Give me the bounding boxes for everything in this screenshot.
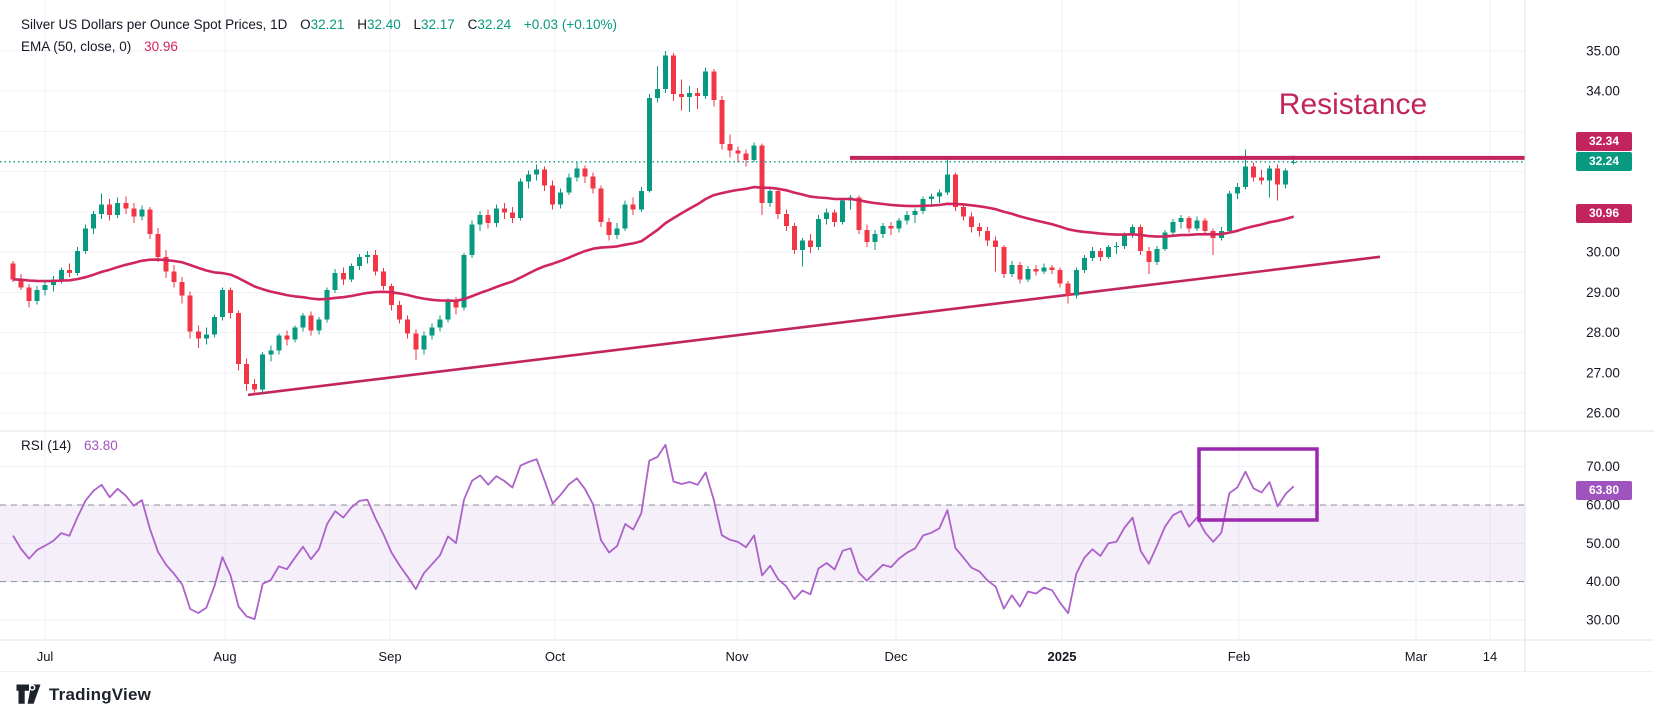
tradingview-logo-icon[interactable]	[16, 684, 41, 705]
price-axis-label: 26.00	[1586, 406, 1620, 421]
close-value: 32.24	[477, 17, 512, 32]
symbol-title: Silver US Dollars per Ounce Spot Prices,…	[21, 17, 288, 32]
low-label: L	[413, 17, 422, 32]
price-chart-canvas[interactable]: 35.00 34.00 30.00 29.00 28.00 27.00 26.00 70.00…	[0, 0, 1654, 672]
rsi-legend-row[interactable]: RSI (14) 63.80	[21, 438, 118, 453]
time-axis-label: Jul	[37, 649, 54, 664]
time-axis-label: Sep	[378, 649, 401, 664]
rsi-value-badge: 63.80	[1576, 481, 1632, 500]
high-label: H	[357, 17, 367, 32]
open-value: 32.21	[310, 17, 345, 32]
rsi-axis-label: 70.00	[1586, 459, 1620, 474]
price-axis-label: 30.00	[1586, 245, 1620, 260]
candlesticks[interactable]	[10, 51, 1297, 395]
ema-label: EMA (50, close, 0)	[21, 39, 132, 54]
ema-price-badge: 30.96	[1576, 204, 1632, 223]
rsi-highlight-box[interactable]	[1197, 447, 1319, 522]
low-value: 32.17	[421, 17, 455, 32]
time-axis-label: 2025	[1048, 649, 1077, 664]
price-axis-label: 35.00	[1586, 43, 1620, 58]
ema-legend-row[interactable]: EMA (50, close, 0) 30.96	[21, 36, 617, 58]
time-axis-label: Mar	[1405, 649, 1428, 664]
time-axis-label: Feb	[1228, 649, 1250, 664]
rsi-line[interactable]	[12, 443, 1295, 620]
ema-value: 30.96	[144, 39, 178, 54]
pane-separators[interactable]	[0, 0, 1654, 672]
time-axis-label: 14	[1483, 649, 1497, 664]
rsi-axis-label: 30.00	[1586, 612, 1620, 627]
rsi-band	[0, 504, 1525, 582]
price-axis-label: 34.00	[1586, 84, 1620, 99]
footer: TradingView	[16, 684, 151, 705]
change-value: +0.03 (+0.10%)	[523, 17, 617, 32]
price-axis[interactable]: 35.00 34.00 30.00 29.00 28.00 27.00 26.00 70.00…	[1586, 43, 1620, 627]
last-price-badge: 32.24	[1576, 152, 1632, 171]
price-axis-label: 28.00	[1586, 325, 1620, 340]
chart-header: Silver US Dollars per Ounce Spot Prices,…	[21, 14, 617, 58]
symbol-legend-row[interactable]: Silver US Dollars per Ounce Spot Prices,…	[21, 14, 617, 36]
rsi-axis-label: 50.00	[1586, 536, 1620, 551]
price-axis-label: 27.00	[1586, 365, 1620, 380]
rsi-value: 63.80	[84, 438, 118, 453]
brand-name[interactable]: TradingView	[49, 684, 152, 704]
price-axis-label: 29.00	[1586, 285, 1620, 300]
resistance-annotation-text[interactable]: Resistance	[1278, 88, 1428, 121]
resistance-price-badge: 32.34	[1576, 132, 1632, 151]
ascending-trendline[interactable]	[247, 255, 1381, 397]
time-axis-label: Dec	[884, 649, 908, 664]
time-axis-label: Nov	[725, 649, 749, 664]
time-axis-label: Aug	[213, 649, 236, 664]
close-label: C	[467, 17, 478, 32]
high-value: 32.40	[366, 17, 401, 32]
ema-line[interactable]	[12, 185, 1295, 303]
rsi-label: RSI (14)	[21, 438, 72, 453]
open-label: O	[300, 17, 311, 32]
time-axis-label: Oct	[545, 649, 566, 664]
rsi-axis-label: 60.00	[1586, 497, 1620, 512]
rsi-axis-label: 40.00	[1586, 574, 1620, 589]
time-axis[interactable]: Jul Aug Sep Oct Nov Dec 2025 Feb Mar 14	[37, 649, 1498, 664]
